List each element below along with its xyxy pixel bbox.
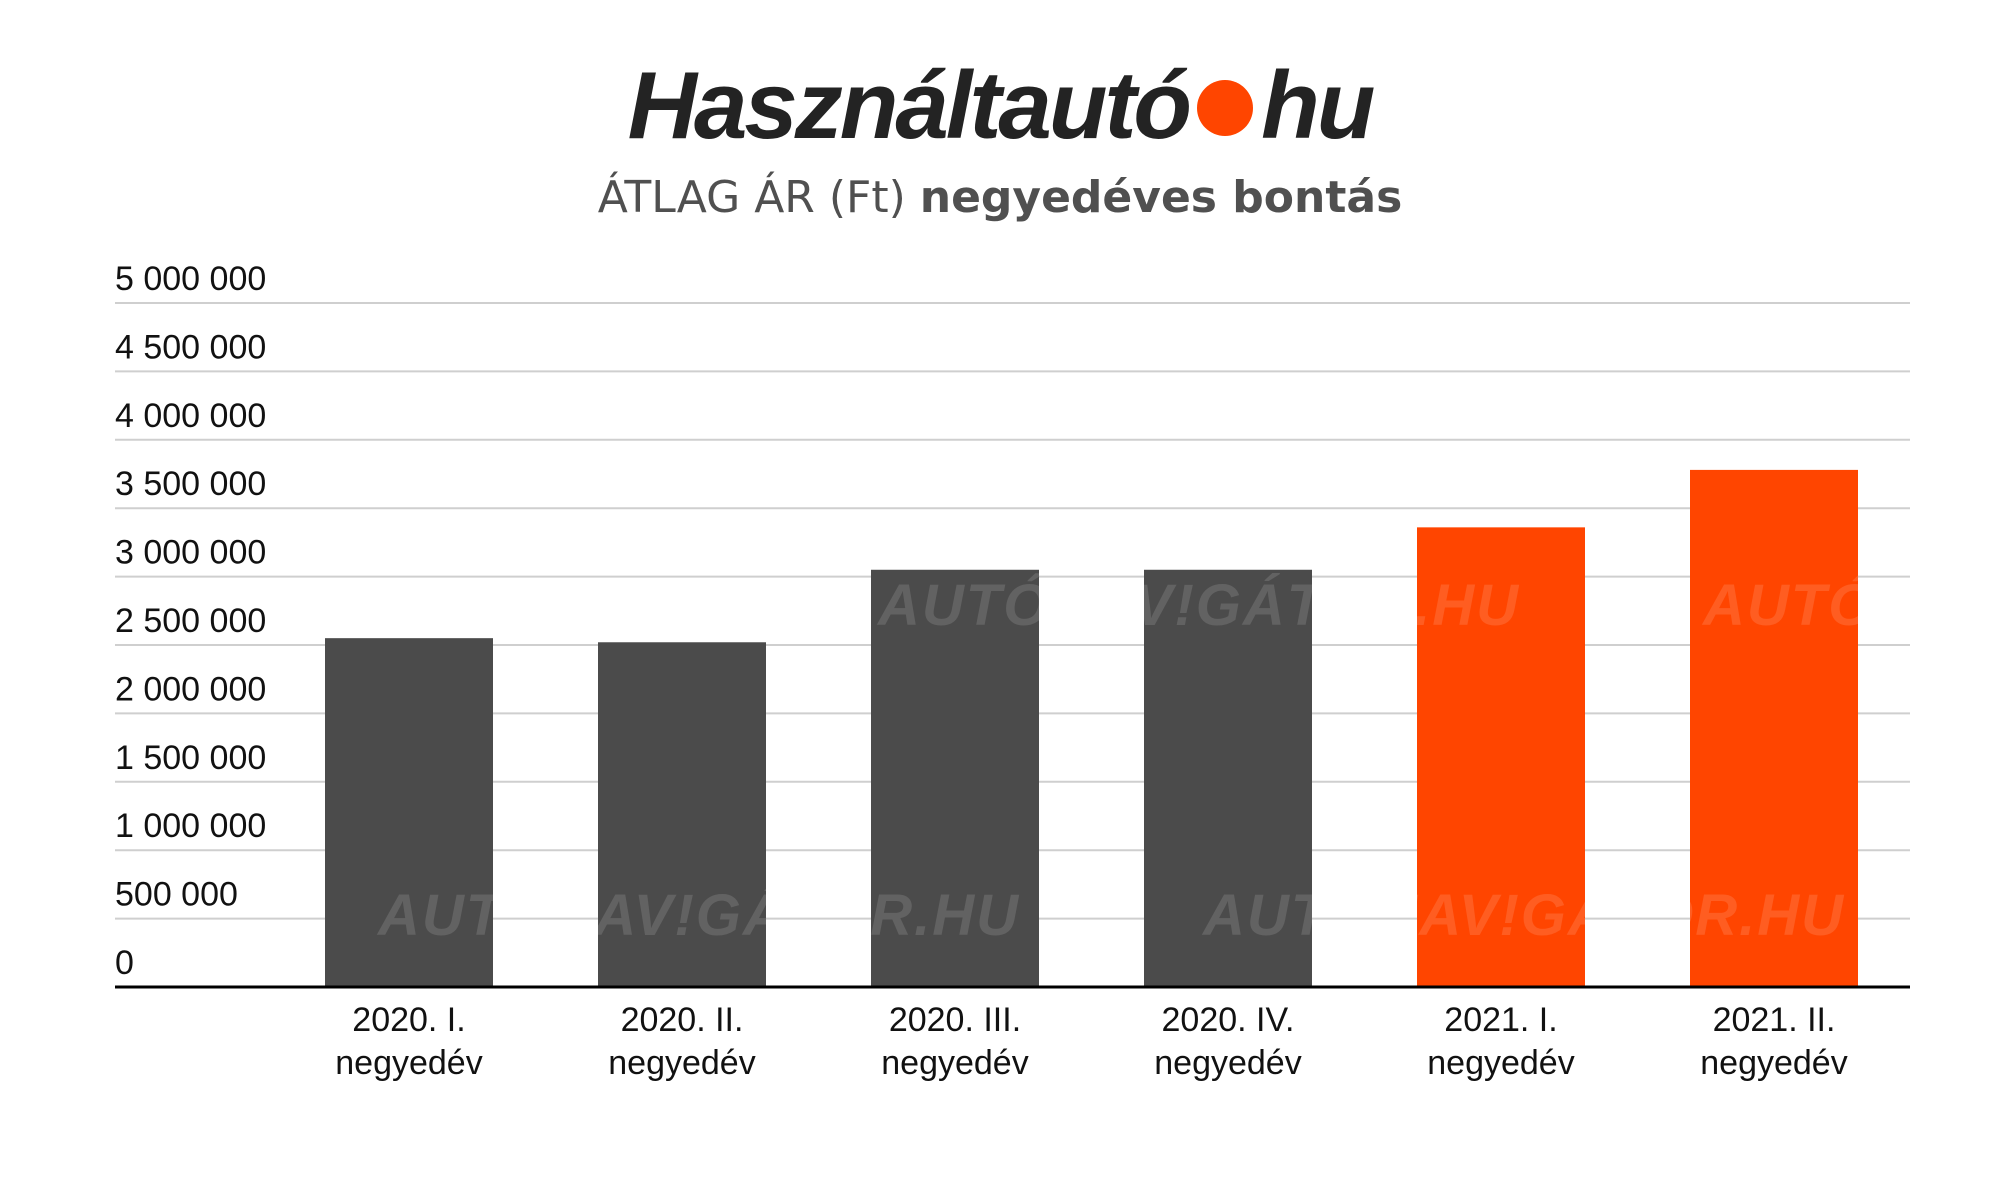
- y-tick-label: 5 000 000: [115, 260, 266, 298]
- watermark-text: AUTÓNAV!GÁTOR.HU: [1701, 573, 2000, 638]
- bar: [325, 638, 493, 987]
- bar: [871, 569, 1039, 987]
- watermark-text: AUTÓNAV!GÁTOR.HU: [876, 573, 1520, 638]
- x-tick-label: 2020. I.: [352, 1001, 465, 1039]
- y-tick-label: 3 500 000: [115, 465, 266, 503]
- subtitle-light: ÁTLAG ÁR (Ft): [597, 172, 906, 223]
- x-tick-label: 2020. IV.: [1162, 1001, 1295, 1039]
- bar: [1417, 527, 1585, 987]
- watermark-text: AUTÓNAV!GÁTOR.HU: [876, 573, 1520, 638]
- watermark-text: AUTÓNAV!GÁTOR.HU: [1201, 883, 1845, 948]
- y-tick-label: 1 500 000: [115, 739, 266, 777]
- y-tick-label: 4 000 000: [115, 397, 266, 435]
- watermark-text: AUTÓNAV!GÁTOR.HU: [376, 883, 1020, 948]
- x-tick-label: 2021. II.: [1713, 1001, 1836, 1039]
- watermark-text: AUTÓNAV!GÁTOR.HU: [1201, 883, 1845, 948]
- watermark-text: AUTÓNAV!GÁTOR.HU: [876, 573, 1520, 638]
- y-tick-label: 1 000 000: [115, 807, 266, 845]
- y-tick-label: 3 000 000: [115, 534, 266, 572]
- watermark-text: AUTÓNAV!GÁTOR.HU: [376, 883, 1020, 948]
- x-tick-label: 2021. I.: [1444, 1001, 1557, 1039]
- x-tick-label: 2020. II.: [621, 1001, 744, 1039]
- chart-subtitle: ÁTLAG ÁR (Ft) negyedéves bontás: [0, 172, 2000, 223]
- watermark-text: AUTÓNAV!GÁTOR.HU: [1201, 883, 1845, 948]
- y-tick-label: 2 000 000: [115, 670, 266, 708]
- x-tick-label: negyedév: [1427, 1044, 1574, 1082]
- bar: [1690, 469, 1858, 987]
- logo-dot-icon: [1197, 80, 1254, 136]
- x-tick-label: negyedév: [335, 1044, 482, 1082]
- y-tick-label: 4 500 000: [115, 328, 266, 366]
- watermark-text: AUTÓNAV!GÁTOR.HU: [376, 883, 1020, 948]
- logo-suffix-text: hu: [1261, 52, 1375, 159]
- x-tick-label: negyedév: [1700, 1044, 1847, 1082]
- y-tick-label: 500 000: [115, 876, 238, 914]
- x-tick-label: negyedév: [881, 1044, 1028, 1082]
- y-tick-label: 2 500 000: [115, 602, 266, 640]
- x-tick-label: negyedév: [1154, 1044, 1301, 1082]
- bars-group: [325, 469, 1858, 987]
- y-tick-label: 0: [115, 944, 134, 982]
- bar: [1144, 569, 1312, 987]
- x-tick-label: negyedév: [608, 1044, 755, 1082]
- subtitle-bold: negyedéves bontás: [919, 172, 1403, 223]
- x-tick-label: 2020. III.: [889, 1001, 1021, 1039]
- logo-name-text: Használtautó: [627, 52, 1192, 159]
- site-logo: Használtautó hu: [0, 58, 2000, 154]
- bar: [598, 642, 766, 987]
